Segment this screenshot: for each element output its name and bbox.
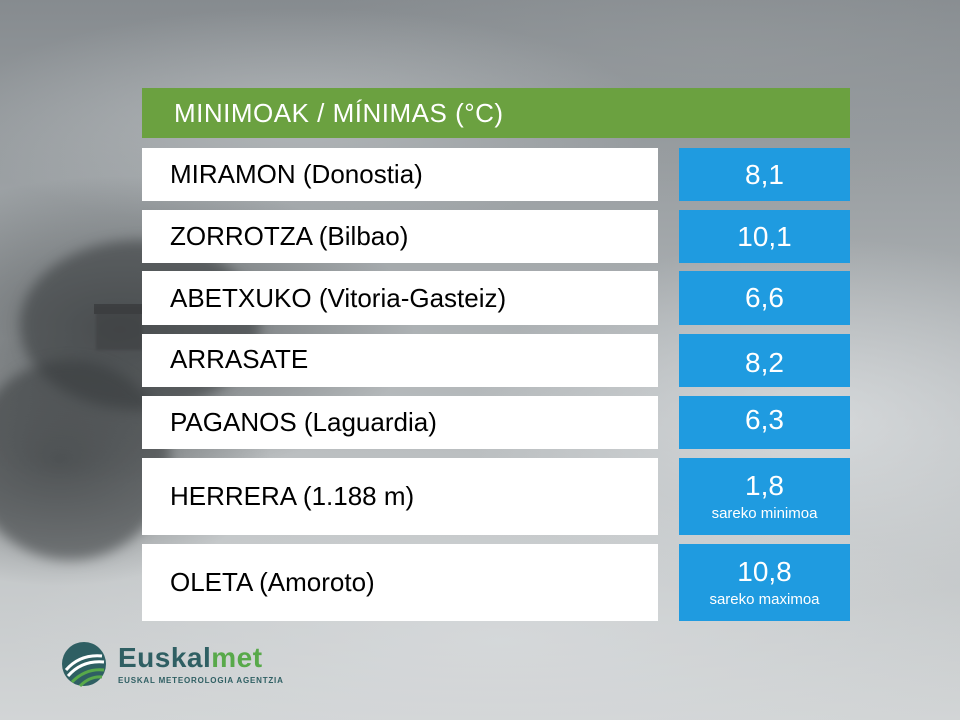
title-text: MINIMOAK / MÍNIMAS (°C) <box>174 98 504 128</box>
station-value: 8,1 <box>745 158 784 190</box>
station-value: 6,6 <box>745 282 784 313</box>
station-row: PAGANOS (Laguardia) 6,3 <box>142 396 850 449</box>
background-house <box>96 310 142 350</box>
logo-wordmark: Euskalmet <box>118 642 263 673</box>
station-row: ABETXUKO (Vitoria-Gasteiz) 6,6 <box>142 271 850 325</box>
title-bar: MINIMOAK / MÍNIMAS (°C) <box>142 88 850 138</box>
station-row: HERRERA (1.188 m) 1,8 sareko minimoa <box>142 458 850 535</box>
station-value: 10,8 <box>737 555 792 587</box>
station-value-box: 1,8 sareko minimoa <box>679 458 850 535</box>
station-name: MIRAMON (Donostia) <box>170 159 423 189</box>
station-value: 8,2 <box>745 347 784 378</box>
station-name: ARRASATE <box>170 344 309 374</box>
background-house-roof <box>94 304 146 314</box>
station-name: ZORROTZA (Bilbao) <box>170 221 409 251</box>
station-note: sareko minimoa <box>711 504 818 522</box>
station-value: 6,3 <box>745 404 784 435</box>
station-name-box: ZORROTZA (Bilbao) <box>142 210 658 263</box>
logo-tagline: EUSKAL METEOROLOGIA AGENTZIA <box>118 676 284 685</box>
station-name: HERRERA (1.188 m) <box>170 481 415 511</box>
station-value-box: 6,3 <box>679 396 850 449</box>
background-tree <box>0 360 170 560</box>
euskalmet-logo: Euskalmet EUSKAL METEOROLOGIA AGENTZIA <box>60 640 283 690</box>
station-name: OLETA (Amoroto) <box>170 567 375 597</box>
station-value-box: 6,6 <box>679 271 850 325</box>
station-value-box: 8,2 <box>679 334 850 387</box>
station-row: MIRAMON (Donostia) 8,1 <box>142 148 850 201</box>
station-row: ARRASATE 8,2 <box>142 334 850 387</box>
station-value-box: 8,1 <box>679 148 850 201</box>
station-name-box: ARRASATE <box>142 334 658 387</box>
euskalmet-logo-icon <box>62 642 106 688</box>
station-name-box: OLETA (Amoroto) <box>142 544 658 621</box>
station-name-box: MIRAMON (Donostia) <box>142 148 658 201</box>
station-value-box: 10,1 <box>679 210 850 263</box>
station-name-box: HERRERA (1.188 m) <box>142 458 658 535</box>
station-row: ZORROTZA (Bilbao) 10,1 <box>142 210 850 263</box>
station-value: 1,8 <box>745 469 784 501</box>
station-value-box: 10,8 sareko maximoa <box>679 544 850 621</box>
station-row: OLETA (Amoroto) 10,8 sareko maximoa <box>142 544 850 621</box>
station-name: PAGANOS (Laguardia) <box>170 407 437 437</box>
station-name-box: ABETXUKO (Vitoria-Gasteiz) <box>142 271 658 325</box>
station-value: 10,1 <box>737 220 792 252</box>
station-note: sareko maximoa <box>709 590 820 608</box>
station-name-box: PAGANOS (Laguardia) <box>142 396 658 449</box>
station-name: ABETXUKO (Vitoria-Gasteiz) <box>170 282 507 313</box>
